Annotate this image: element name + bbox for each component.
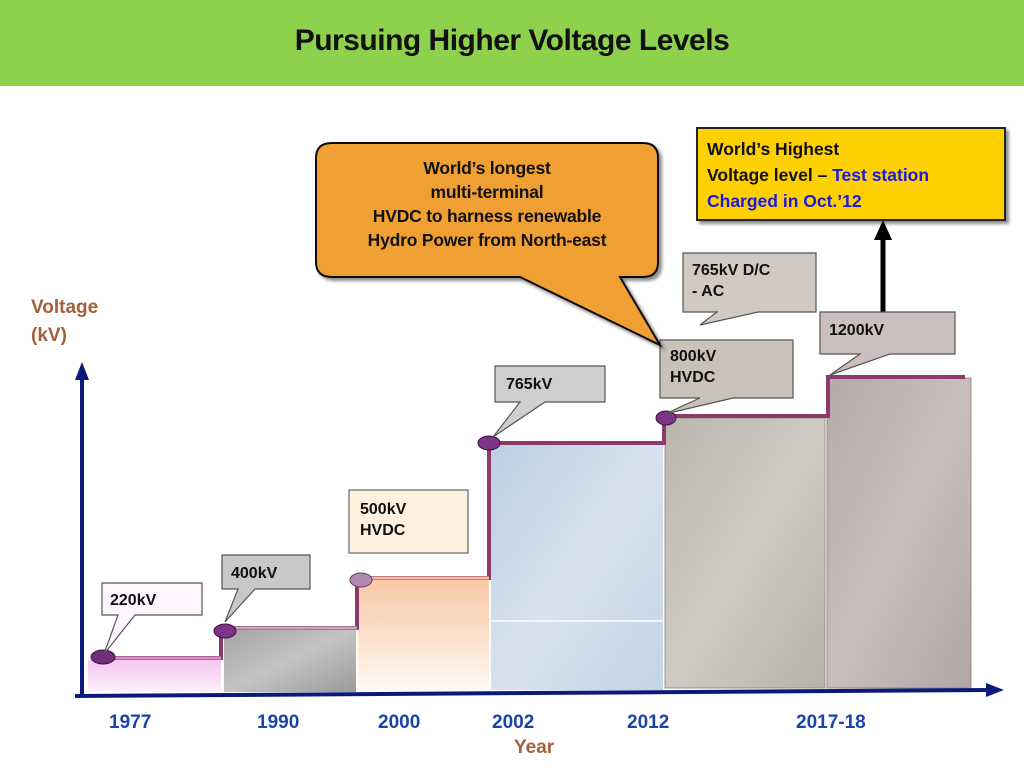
block-500kv xyxy=(358,577,489,692)
hvdc-line3: HVDC to harness renewable xyxy=(372,206,602,226)
label-500kv-line1: 500kV xyxy=(360,501,407,518)
block-400kv xyxy=(224,627,356,692)
highest-callout-text: World’s Highest Voltage level – Test sta… xyxy=(707,136,1007,214)
marker-800kv xyxy=(655,410,677,426)
y-axis-label-line1: Voltage xyxy=(31,297,99,318)
highest-line2-prefix: Voltage level – xyxy=(707,165,833,185)
year-label: 2012 xyxy=(627,712,670,733)
highest-line3: Charged in Oct.’12 xyxy=(707,191,862,211)
y-axis-label-line2: (kV) xyxy=(31,325,67,346)
x-axis-arrow-icon xyxy=(986,683,1004,697)
y-axis-arrow-icon xyxy=(75,362,89,380)
label-800kv: 800kV HVDC xyxy=(670,346,716,388)
highest-line1: World’s Highest xyxy=(707,139,840,159)
hvdc-callout-text: World’s longest multi-terminal HVDC to h… xyxy=(318,156,656,252)
callout-worlds-highest xyxy=(696,127,1006,221)
hvdc-line4: Hydro Power from North-east xyxy=(367,230,607,250)
callout-220kv xyxy=(101,582,203,655)
marker-765kv xyxy=(477,435,501,451)
hvdc-line2: multi-terminal xyxy=(430,182,544,202)
label-400kv: 400kV xyxy=(231,565,278,582)
label-500kv: 500kV HVDC xyxy=(360,499,406,541)
y-axis-label: Voltage (kV) xyxy=(31,294,98,350)
callout-400kv xyxy=(221,554,311,623)
label-765kv-dc-line2: - AC xyxy=(692,283,725,300)
block-1200kv xyxy=(826,377,972,689)
year-label: 2017-18 xyxy=(796,712,866,733)
highest-line2-highlight: Test station xyxy=(832,165,930,185)
block-220kv xyxy=(88,660,221,692)
marker-220kv xyxy=(90,649,116,665)
year-label: 2002 xyxy=(492,712,535,733)
callout-800kv xyxy=(659,339,794,415)
x-axis-label: Year xyxy=(514,737,555,758)
year-label: 2000 xyxy=(378,712,421,733)
callout-1200kv xyxy=(819,311,956,376)
marker-500kv xyxy=(349,572,373,588)
hvdc-line1: World’s longest xyxy=(423,158,551,178)
year-label: 1990 xyxy=(257,712,300,733)
label-800kv-line1: 800kV xyxy=(670,348,717,365)
label-1200kv: 1200kV xyxy=(829,322,885,339)
callout-hvdc-renewable xyxy=(315,142,663,348)
label-765kv-dc: 765kV D/C - AC xyxy=(692,260,770,302)
callout-765kv xyxy=(492,365,606,438)
label-500kv-line2: HVDC xyxy=(360,522,406,539)
label-765kv-dc-line1: 765kV D/C xyxy=(692,262,771,279)
label-765kv: 765kV xyxy=(506,376,553,393)
year-label: 1977 xyxy=(109,712,152,733)
callout-765kv-dc xyxy=(682,252,817,326)
label-220kv: 220kV xyxy=(110,592,157,609)
x-axis xyxy=(74,688,993,698)
up-arrow-icon xyxy=(874,220,892,240)
label-800kv-line2: HVDC xyxy=(670,369,716,386)
highest-line2: Voltage level – Test station xyxy=(707,162,1007,188)
callout-500kv xyxy=(348,489,469,554)
title-bar xyxy=(0,0,1024,86)
block-765kv xyxy=(491,445,663,690)
block-800kv xyxy=(664,417,826,689)
marker-400kv xyxy=(213,623,237,639)
page-title: Pursuing Higher Voltage Levels xyxy=(294,24,730,57)
